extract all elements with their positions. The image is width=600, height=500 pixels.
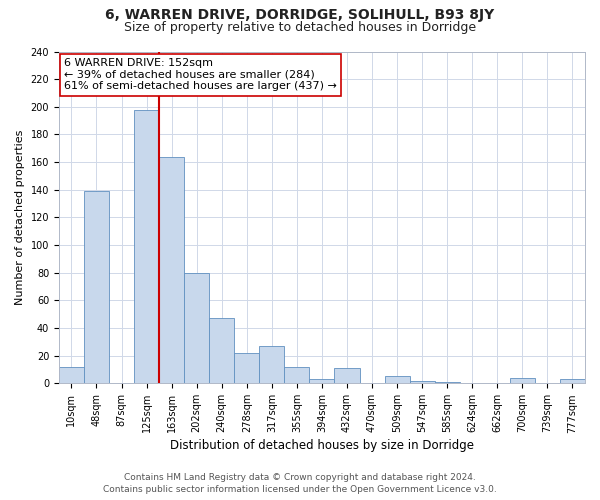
Bar bbox=[84, 191, 109, 384]
Text: 6 WARREN DRIVE: 152sqm
← 39% of detached houses are smaller (284)
61% of semi-de: 6 WARREN DRIVE: 152sqm ← 39% of detached… bbox=[64, 58, 337, 92]
Bar bbox=[209, 318, 234, 384]
Bar bbox=[59, 366, 84, 384]
Bar bbox=[434, 382, 460, 384]
X-axis label: Distribution of detached houses by size in Dorridge: Distribution of detached houses by size … bbox=[170, 440, 474, 452]
Bar bbox=[259, 346, 284, 384]
Text: Size of property relative to detached houses in Dorridge: Size of property relative to detached ho… bbox=[124, 21, 476, 34]
Bar bbox=[184, 272, 209, 384]
Bar bbox=[234, 353, 259, 384]
Bar bbox=[284, 366, 310, 384]
Bar bbox=[134, 110, 159, 384]
Bar bbox=[159, 156, 184, 384]
Bar bbox=[385, 376, 410, 384]
Bar bbox=[310, 379, 334, 384]
Bar bbox=[560, 379, 585, 384]
Text: 6, WARREN DRIVE, DORRIDGE, SOLIHULL, B93 8JY: 6, WARREN DRIVE, DORRIDGE, SOLIHULL, B93… bbox=[106, 8, 494, 22]
Bar bbox=[410, 380, 434, 384]
Bar bbox=[334, 368, 359, 384]
Text: Contains HM Land Registry data © Crown copyright and database right 2024.
Contai: Contains HM Land Registry data © Crown c… bbox=[103, 472, 497, 494]
Y-axis label: Number of detached properties: Number of detached properties bbox=[15, 130, 25, 305]
Bar bbox=[510, 378, 535, 384]
